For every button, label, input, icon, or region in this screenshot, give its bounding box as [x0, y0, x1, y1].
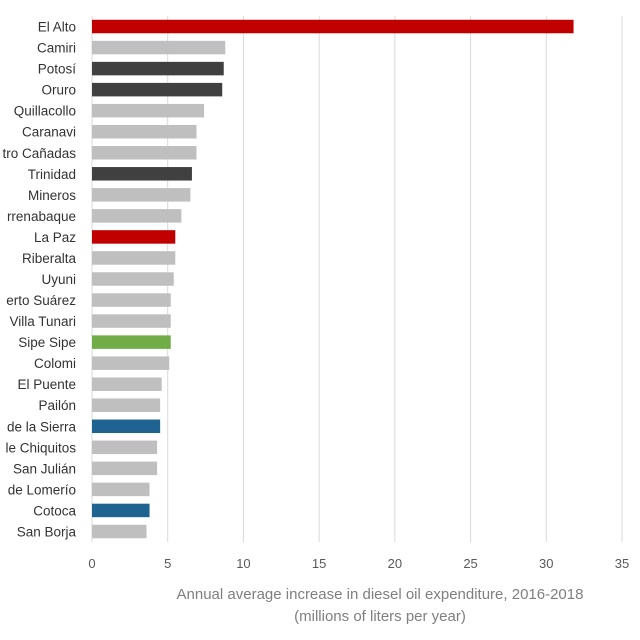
bar — [92, 230, 176, 244]
bar — [92, 314, 171, 328]
bar — [92, 40, 226, 55]
bars — [92, 19, 574, 539]
bar — [92, 124, 197, 139]
x-tick-label: 30 — [539, 556, 553, 571]
category-label: La Paz — [34, 230, 76, 245]
category-label: Riberalta — [22, 251, 77, 266]
x-axis-title-line2: (millions of liters per year) — [294, 608, 466, 625]
x-tick-label: 5 — [164, 556, 171, 571]
x-axis-title-line1: Annual average increase in diesel oil ex… — [177, 586, 584, 603]
category-label: Villa Tunari — [9, 314, 76, 329]
x-tick-label: 15 — [312, 556, 326, 571]
gridlines — [91, 16, 623, 542]
category-label: rrenabaque — [7, 209, 76, 224]
bar — [92, 293, 171, 307]
bar — [92, 188, 191, 202]
category-label: Cotoca — [33, 503, 76, 518]
category-label: tro Cañadas — [2, 146, 76, 161]
category-label: Colomi — [34, 356, 76, 371]
category-label: Oruro — [41, 83, 76, 98]
category-label: Pailón — [38, 398, 76, 413]
category-label: le Chiquitos — [5, 440, 76, 455]
bar — [92, 461, 158, 476]
category-label: Uyuni — [41, 272, 76, 287]
bar — [92, 167, 192, 181]
bar — [92, 482, 150, 497]
x-tick-label: 10 — [236, 556, 250, 571]
category-label: Trinidad — [28, 167, 76, 182]
x-tick-label: 25 — [463, 556, 477, 571]
category-label: Potosí — [38, 62, 77, 77]
bar — [92, 146, 197, 160]
x-tick-labels: 0 5 10 15 20 25 30 35 — [88, 556, 629, 571]
bar — [92, 103, 205, 118]
bar — [92, 419, 161, 434]
x-tick-label: 35 — [615, 556, 629, 571]
category-label: erto Suárez — [6, 293, 76, 308]
category-label: Mineros — [28, 188, 76, 203]
bar — [92, 377, 162, 391]
category-label: de la Sierra — [7, 419, 77, 434]
category-label: San Borja — [17, 524, 77, 539]
category-labels: El Alto Camiri Potosí Oruro Quillacollo Caran… — [2, 20, 76, 540]
x-tick-label: 0 — [88, 556, 95, 571]
category-label: Quillacollo — [14, 104, 76, 119]
category-label: Sipe Sipe — [18, 335, 76, 350]
bar — [92, 209, 182, 223]
bar — [92, 19, 574, 34]
category-label: Camiri — [37, 41, 76, 56]
x-tick-label: 20 — [388, 556, 402, 571]
category-label: El Puente — [17, 377, 76, 392]
bar — [92, 82, 223, 97]
category-label: Caranavi — [22, 125, 76, 140]
bar — [92, 251, 176, 265]
category-label: El Alto — [38, 20, 76, 35]
category-label: de Lomerío — [8, 482, 76, 497]
bar — [92, 503, 150, 518]
category-label: San Julián — [13, 461, 76, 476]
bar — [92, 524, 147, 539]
bar — [92, 356, 170, 370]
bar — [92, 61, 224, 76]
bar — [92, 272, 174, 286]
bar — [92, 440, 158, 455]
bar — [92, 398, 161, 412]
bar — [92, 335, 171, 349]
